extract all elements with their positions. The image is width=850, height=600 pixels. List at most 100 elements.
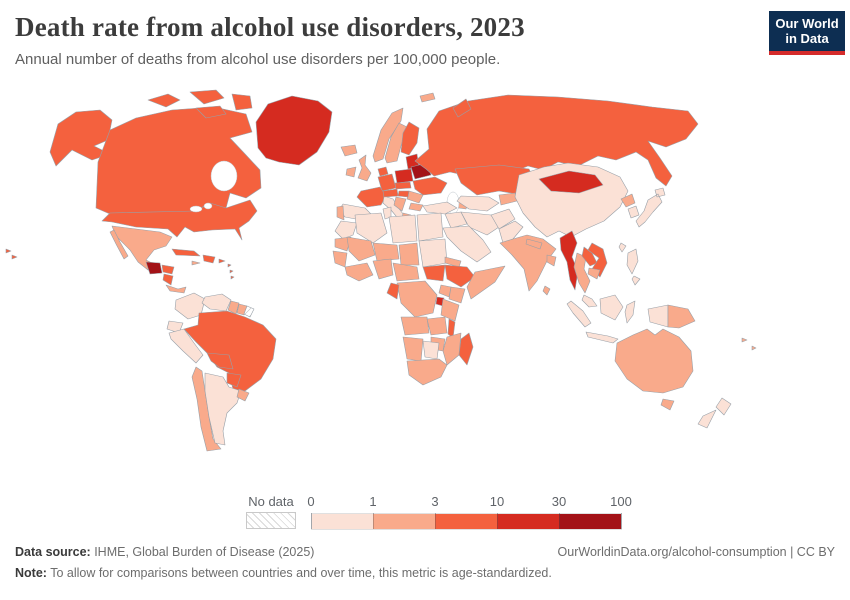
country-nigeria[interactable]	[372, 258, 394, 280]
country-kenya[interactable]	[448, 286, 466, 304]
country-ethiopia[interactable]	[444, 264, 476, 288]
country-niger[interactable]	[372, 242, 400, 262]
country-kyrgyzstan-tajikistan[interactable]	[498, 192, 518, 206]
country-mongolia[interactable]	[538, 170, 604, 194]
country-hawaii[interactable]	[5, 248, 18, 260]
country-cuba[interactable]	[171, 248, 201, 257]
country-uganda[interactable]	[438, 284, 452, 298]
country-bulgaria[interactable]	[408, 202, 424, 212]
country-north-korea[interactable]	[620, 193, 636, 208]
country-angola[interactable]	[400, 316, 430, 336]
country-turkey[interactable]	[422, 201, 458, 215]
country-pakistan[interactable]	[498, 220, 524, 244]
country-baja-california[interactable]	[109, 229, 129, 260]
country-afghanistan[interactable]	[490, 208, 516, 230]
country-costa-rica-panama[interactable]	[165, 284, 187, 294]
country-new-zealand-north[interactable]	[715, 397, 732, 416]
country-mexico[interactable]	[111, 225, 173, 271]
country-ukraine[interactable]	[412, 176, 448, 196]
country-jamaica[interactable]	[191, 260, 201, 266]
country-bolivia[interactable]	[206, 352, 234, 370]
country-czechia-slovakia[interactable]	[394, 181, 412, 190]
country-guatemala[interactable]	[145, 261, 163, 275]
country-venezuela[interactable]	[201, 293, 232, 312]
country-gabon-congo[interactable]	[386, 282, 400, 300]
country-philippines[interactable]	[626, 248, 641, 286]
country-dr-congo[interactable]	[396, 280, 438, 318]
legend-bucket-swatch[interactable]	[373, 514, 435, 529]
country-south-korea[interactable]	[627, 205, 640, 219]
country-java[interactable]	[585, 331, 619, 344]
country-south-sudan[interactable]	[422, 264, 446, 282]
country-botswana[interactable]	[422, 340, 440, 360]
country-myanmar[interactable]	[559, 230, 579, 291]
country-taiwan[interactable]	[618, 242, 627, 253]
country-paraguay[interactable]	[226, 372, 242, 388]
country-canada[interactable]	[95, 106, 262, 215]
country-iceland[interactable]	[340, 144, 358, 157]
country-chile[interactable]	[191, 366, 222, 452]
country-namibia[interactable]	[402, 336, 424, 362]
country-sudan[interactable]	[418, 238, 448, 268]
country-west-africa-coast[interactable]	[344, 262, 374, 282]
legend-bucket-swatch[interactable]	[312, 514, 373, 529]
country-mali[interactable]	[346, 236, 376, 262]
country-south-africa[interactable]	[406, 358, 448, 386]
country-lesser-antilles[interactable]	[227, 263, 235, 280]
country-arctic-islands-mid[interactable]	[189, 89, 225, 105]
country-united-kingdom[interactable]	[357, 154, 372, 182]
country-hispaniola[interactable]	[202, 254, 216, 264]
country-finland[interactable]	[400, 121, 420, 156]
legend-bucket-swatch[interactable]	[559, 514, 621, 529]
country-svalbard[interactable]	[419, 92, 436, 103]
country-tasmania[interactable]	[660, 398, 675, 411]
country-ireland[interactable]	[345, 166, 357, 178]
country-zambia[interactable]	[426, 316, 448, 336]
country-alaska[interactable]	[49, 109, 113, 167]
country-cameroon-car[interactable]	[392, 262, 420, 282]
country-west-papua[interactable]	[647, 304, 669, 328]
country-new-zealand-south[interactable]	[697, 409, 717, 429]
country-papua-new-guinea[interactable]	[667, 304, 696, 329]
country-peru[interactable]	[168, 328, 204, 364]
country-arctic-islands-west[interactable]	[147, 93, 181, 108]
country-egypt[interactable]	[416, 212, 444, 242]
country-japan[interactable]	[635, 187, 666, 228]
country-sumatra[interactable]	[566, 300, 592, 328]
country-uruguay[interactable]	[236, 388, 250, 402]
country-hungary[interactable]	[397, 190, 410, 198]
country-iran[interactable]	[460, 211, 500, 236]
country-bangladesh[interactable]	[546, 254, 557, 267]
country-denmark[interactable]	[377, 166, 389, 177]
country-senegal-guinea[interactable]	[332, 250, 348, 268]
country-borneo[interactable]	[599, 294, 624, 321]
country-syria-iraq[interactable]	[444, 211, 468, 229]
country-french-guiana[interactable]	[243, 305, 255, 318]
owid-link[interactable]: OurWorldinData.org/alcohol-consumption |…	[557, 545, 835, 559]
country-saudi-arabia[interactable]	[442, 225, 492, 263]
country-uzbekistan-turkmenistan[interactable]	[456, 195, 500, 212]
country-greenland[interactable]	[255, 95, 333, 166]
country-nicaragua[interactable]	[162, 273, 174, 286]
country-nepal[interactable]	[525, 238, 543, 250]
country-libya[interactable]	[388, 214, 418, 244]
owid-logo[interactable]: Our World in Data	[769, 11, 845, 55]
country-portugal[interactable]	[336, 205, 345, 221]
country-poland[interactable]	[394, 168, 414, 184]
country-pacific-islands[interactable]	[741, 337, 757, 351]
country-france[interactable]	[356, 186, 387, 208]
country-arctic-islands-east[interactable]	[231, 93, 253, 111]
country-balkans[interactable]	[393, 196, 407, 212]
legend-bucket-swatch[interactable]	[497, 514, 559, 529]
country-madagascar[interactable]	[458, 332, 474, 366]
country-norway[interactable]	[372, 107, 404, 163]
country-argentina[interactable]	[204, 372, 242, 446]
no-data-swatch[interactable]	[246, 512, 296, 529]
country-mauritania[interactable]	[334, 236, 352, 252]
country-morocco[interactable]	[334, 220, 358, 240]
country-tanzania[interactable]	[440, 298, 460, 322]
country-somalia[interactable]	[466, 265, 506, 300]
country-algeria[interactable]	[354, 212, 388, 244]
country-honduras[interactable]	[161, 264, 175, 275]
